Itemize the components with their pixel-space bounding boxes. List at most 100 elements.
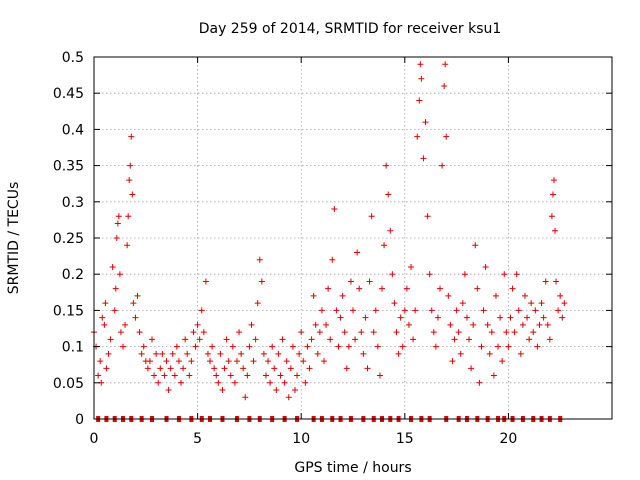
data-point bbox=[202, 278, 209, 285]
data-point bbox=[153, 350, 160, 357]
axis-ticks bbox=[93, 56, 612, 420]
data-point bbox=[116, 271, 123, 278]
data-point bbox=[277, 372, 284, 379]
data-point bbox=[159, 350, 166, 357]
data-point bbox=[325, 285, 332, 292]
x-tick-label: 20 bbox=[499, 431, 517, 447]
data-point bbox=[155, 379, 162, 386]
y-tick-label: 0.05 bbox=[53, 376, 84, 392]
data-point bbox=[109, 263, 116, 270]
y-tick-label: 0.4 bbox=[62, 122, 84, 138]
data-point bbox=[368, 213, 375, 220]
data-point bbox=[240, 365, 247, 372]
data-point bbox=[327, 336, 334, 343]
data-point bbox=[275, 350, 282, 357]
data-point bbox=[178, 379, 185, 386]
data-point bbox=[223, 336, 230, 343]
data-point bbox=[372, 307, 379, 314]
data-point bbox=[310, 292, 317, 299]
data-point bbox=[219, 387, 226, 394]
data-point bbox=[468, 365, 475, 372]
data-point bbox=[192, 343, 199, 350]
data-point bbox=[248, 321, 255, 328]
data-point bbox=[347, 278, 354, 285]
data-point bbox=[182, 336, 189, 343]
data-point bbox=[449, 358, 456, 365]
data-point bbox=[466, 336, 473, 343]
y-tick-labels: 0 0.05 0.1 0.15 0.2 0.25 0.3 0.35 0.4 0.45 0.5 bbox=[53, 50, 84, 428]
data-point bbox=[434, 314, 441, 321]
data-point bbox=[513, 271, 520, 278]
data-point bbox=[453, 307, 460, 314]
data-point bbox=[455, 329, 462, 336]
data-point bbox=[417, 61, 424, 68]
data-point bbox=[306, 365, 313, 372]
data-point bbox=[364, 365, 371, 372]
data-point bbox=[366, 278, 373, 285]
data-point bbox=[418, 75, 425, 82]
data-point bbox=[430, 329, 437, 336]
data-point bbox=[113, 235, 120, 241]
data-point bbox=[97, 358, 104, 365]
data-point bbox=[374, 343, 381, 350]
data-point bbox=[300, 358, 307, 365]
data-point bbox=[252, 336, 259, 343]
data-point bbox=[180, 365, 187, 372]
data-point bbox=[291, 387, 298, 394]
data-point bbox=[490, 372, 497, 379]
data-point bbox=[358, 329, 365, 336]
data-point bbox=[279, 336, 286, 343]
data-point bbox=[125, 213, 132, 220]
data-point bbox=[175, 358, 182, 365]
data-point bbox=[246, 343, 253, 350]
data-point bbox=[196, 336, 203, 343]
data-point bbox=[548, 213, 555, 220]
data-point bbox=[211, 365, 218, 372]
data-point bbox=[472, 242, 479, 249]
data-point bbox=[262, 372, 269, 379]
data-point bbox=[294, 372, 301, 379]
data-point bbox=[528, 300, 535, 307]
data-point bbox=[146, 358, 153, 365]
data-point bbox=[151, 372, 158, 379]
data-point bbox=[318, 307, 325, 314]
data-point bbox=[339, 292, 346, 299]
data-point bbox=[530, 329, 537, 336]
y-tick-label: 0.5 bbox=[62, 50, 84, 66]
data-point bbox=[387, 227, 394, 234]
data-point bbox=[345, 343, 352, 350]
data-point bbox=[437, 285, 444, 292]
data-point bbox=[432, 343, 439, 350]
data-point bbox=[376, 372, 383, 379]
x-tick-label: 10 bbox=[292, 431, 310, 447]
data-point bbox=[171, 372, 178, 379]
data-point bbox=[314, 350, 321, 357]
data-point bbox=[414, 133, 421, 140]
data-point bbox=[534, 343, 541, 350]
data-point bbox=[561, 300, 568, 307]
data-point bbox=[536, 321, 543, 328]
data-point bbox=[256, 256, 263, 263]
x-tick-label: 5 bbox=[193, 431, 202, 447]
data-point bbox=[559, 314, 566, 321]
data-point bbox=[488, 329, 495, 336]
data-point bbox=[281, 379, 288, 386]
data-point bbox=[204, 350, 211, 357]
data-point bbox=[524, 314, 531, 321]
data-point bbox=[122, 321, 129, 328]
data-point bbox=[501, 271, 508, 278]
data-point bbox=[379, 285, 386, 292]
data-point bbox=[331, 206, 338, 213]
data-point bbox=[391, 300, 398, 307]
data-point bbox=[101, 321, 108, 328]
data-point bbox=[461, 271, 468, 278]
data-point bbox=[354, 249, 361, 256]
data-point bbox=[217, 350, 224, 357]
y-tick-label: 0.35 bbox=[53, 159, 84, 175]
data-point bbox=[399, 343, 406, 350]
data-point bbox=[403, 285, 410, 292]
data-point bbox=[227, 372, 234, 379]
data-point bbox=[383, 162, 390, 169]
data-point bbox=[486, 350, 493, 357]
